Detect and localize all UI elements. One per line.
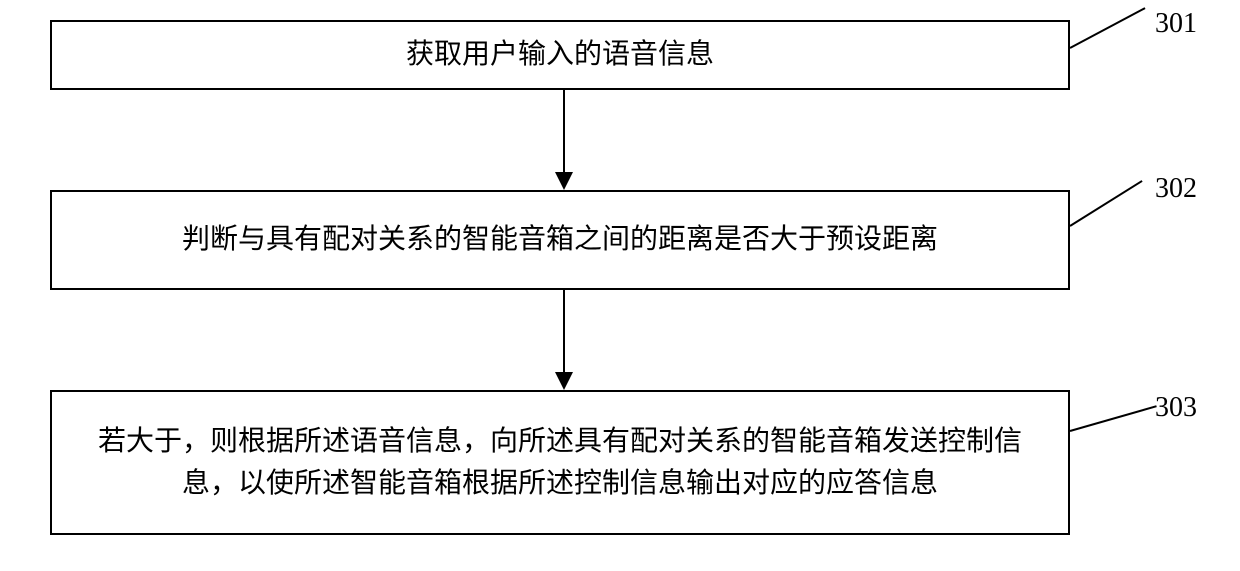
step-2-label: 302	[1155, 173, 1197, 205]
flow-step-2: 判断与具有配对关系的智能音箱之间的距离是否大于预设距离	[50, 190, 1070, 290]
leader-line-1	[1070, 7, 1146, 49]
step-2-text: 判断与具有配对关系的智能音箱之间的距离是否大于预设距离	[182, 219, 938, 261]
arrow-shaft	[563, 290, 565, 372]
flowchart-container: 获取用户输入的语音信息 301 判断与具有配对关系的智能音箱之间的距离是否大于预…	[0, 0, 1240, 571]
flow-step-1: 获取用户输入的语音信息	[50, 20, 1070, 90]
arrow-head-icon	[555, 172, 573, 190]
step-1-text: 获取用户输入的语音信息	[406, 34, 714, 76]
step-3-label: 303	[1155, 392, 1197, 424]
flow-step-3: 若大于，则根据所述语音信息，向所述具有配对关系的智能音箱发送控制信息，以使所述智…	[50, 390, 1070, 535]
arrow-head-icon	[555, 372, 573, 390]
arrow-2-to-3	[555, 290, 573, 390]
leader-line-2	[1069, 180, 1142, 227]
arrow-shaft	[563, 90, 565, 172]
step-3-text: 若大于，则根据所述语音信息，向所述具有配对关系的智能音箱发送控制信息，以使所述智…	[72, 421, 1048, 505]
step-1-label: 301	[1155, 8, 1197, 40]
leader-line-3	[1070, 405, 1157, 432]
arrow-1-to-2	[555, 90, 573, 190]
